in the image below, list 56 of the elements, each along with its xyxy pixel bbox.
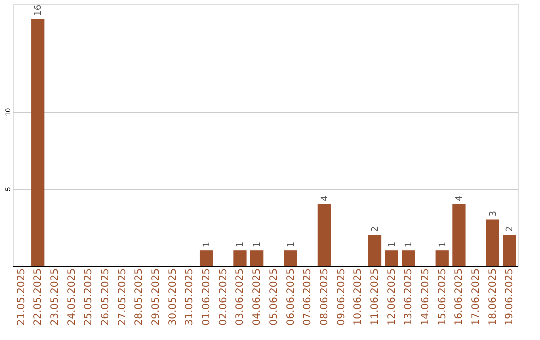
x-tick-label: 07.06.2025 (302, 268, 314, 326)
x-tick-label: 15.06.2025 (437, 268, 448, 326)
x-tick-label: 14.06.2025 (420, 268, 432, 326)
bar (250, 250, 264, 266)
data-label: 3 (488, 211, 499, 217)
x-tick-label: 28.05.2025 (134, 268, 146, 326)
x-tick-label: 31.05.2025 (184, 268, 196, 326)
x-tick-label: 29.05.2025 (151, 268, 162, 326)
bar (284, 250, 298, 266)
x-tick-label: 19.06.2025 (504, 268, 516, 326)
x-tick-label: 21.05.2025 (16, 268, 28, 326)
data-label: 2 (370, 226, 381, 232)
x-tick-label: 23.05.2025 (50, 268, 61, 326)
data-label: 1 (236, 242, 246, 248)
x-tick-label: 27.05.2025 (117, 268, 128, 326)
bar (368, 235, 382, 266)
data-label: 1 (388, 242, 398, 248)
bar (234, 250, 247, 266)
data-label: 16 (34, 4, 44, 16)
bar (486, 220, 500, 266)
bar (503, 235, 516, 266)
data-label: 1 (253, 242, 264, 248)
x-tick-label: 09.06.2025 (336, 268, 348, 326)
data-label: 4 (320, 195, 330, 202)
x-tick-label: 05.06.2025 (268, 268, 280, 326)
x-tick-label: 02.06.2025 (218, 268, 230, 326)
x-tick-label: 30.05.2025 (168, 268, 179, 326)
x-tick-label: 03.06.2025 (235, 268, 246, 326)
x-tick-label: 10.06.2025 (353, 268, 364, 326)
x-tick-label: 12.06.2025 (386, 268, 398, 326)
x-tick-label: 24.05.2025 (66, 268, 78, 326)
data-label: 1 (438, 242, 448, 248)
x-tick-label: 11.06.2025 (370, 268, 381, 326)
data-label: 2 (506, 226, 516, 232)
x-tick-label: 25.05.2025 (84, 268, 95, 326)
bar (385, 250, 398, 266)
x-tick-label: 26.05.2025 (100, 268, 112, 326)
x-tick-label: 01.06.2025 (202, 268, 213, 326)
data-label: 1 (286, 242, 297, 248)
bar (402, 250, 416, 266)
x-tick-label: 17.06.2025 (471, 268, 482, 326)
data-label: 1 (404, 242, 415, 248)
x-tick-label: 13.06.2025 (404, 268, 415, 326)
bar (32, 19, 45, 266)
x-tick-label: 04.06.2025 (252, 268, 264, 326)
x-tick-label: 06.06.2025 (286, 268, 297, 326)
x-tick-label: 22.05.2025 (33, 268, 44, 326)
bar (436, 250, 449, 266)
bar (318, 204, 332, 266)
data-label: 1 (202, 242, 213, 248)
bar (200, 250, 214, 266)
bar (452, 204, 466, 266)
x-tick-label: 08.06.2025 (319, 268, 330, 326)
data-label: 4 (455, 195, 466, 202)
x-tick-label: 16.06.2025 (454, 268, 466, 326)
x-tick-label: 18.06.2025 (488, 268, 499, 326)
